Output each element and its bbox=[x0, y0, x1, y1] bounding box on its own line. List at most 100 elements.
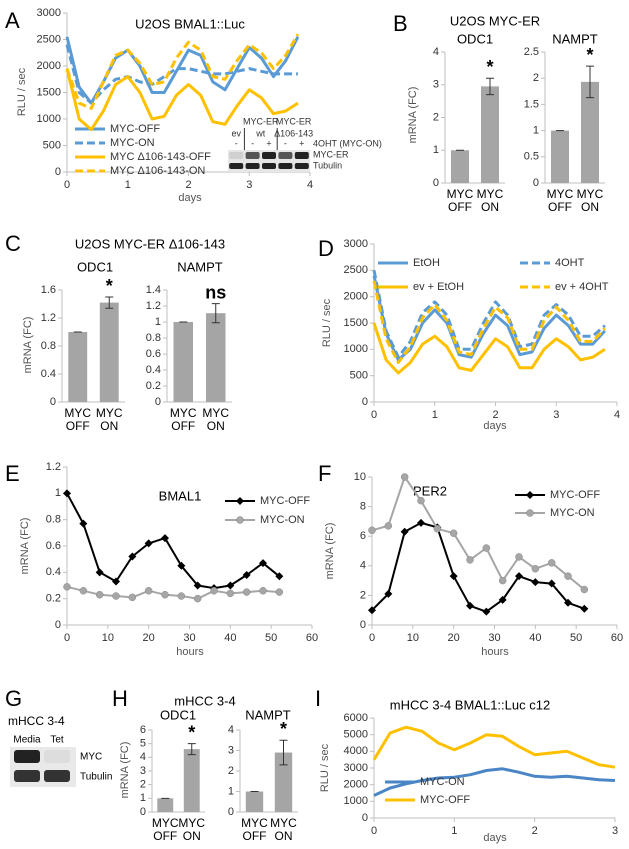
y-axis-label: mRNA (FC) bbox=[19, 518, 31, 575]
y-tick-label: 0.6 bbox=[146, 348, 161, 360]
x-tick-label: 0 bbox=[369, 632, 375, 644]
marker bbox=[547, 579, 556, 588]
significance-label: * bbox=[106, 276, 113, 296]
y-tick-label: 0.4 bbox=[146, 364, 161, 376]
panel-letter: G bbox=[5, 686, 22, 711]
marker bbox=[177, 592, 186, 600]
subplot-title: NAMPT bbox=[177, 259, 223, 274]
y-tick-label: 0 bbox=[55, 166, 61, 178]
x-tick-label: MYC bbox=[96, 406, 123, 420]
y-tick-label: 0 bbox=[50, 396, 56, 408]
treatment-sign: + bbox=[266, 138, 271, 148]
x-tick-label: MYC bbox=[64, 406, 91, 420]
marker bbox=[210, 587, 218, 595]
marker bbox=[63, 583, 71, 591]
x-tick-label: 10 bbox=[102, 632, 114, 644]
y-tick-label: 3000 bbox=[344, 762, 368, 774]
chart-title: U2OS MYC-ER Δ106-143 bbox=[75, 236, 225, 251]
x-axis-label: days bbox=[178, 192, 202, 204]
panel-letter: B bbox=[393, 11, 408, 36]
legend-label: MYC-OFF bbox=[260, 495, 310, 507]
y-tick-label: 4 bbox=[228, 724, 234, 736]
blot-header: ev bbox=[231, 128, 241, 138]
bar bbox=[68, 332, 88, 402]
lane-label: Tet bbox=[50, 735, 64, 746]
y-tick-label: 1000 bbox=[37, 113, 61, 125]
bar bbox=[183, 749, 200, 812]
error-bar bbox=[105, 296, 114, 309]
marker bbox=[466, 601, 474, 610]
bar bbox=[173, 322, 193, 402]
marker bbox=[449, 572, 458, 581]
y-tick-label: 0 bbox=[362, 812, 368, 824]
series-line bbox=[372, 725, 616, 769]
y-tick-label: 0 bbox=[140, 806, 146, 818]
marker bbox=[384, 522, 393, 530]
series-line bbox=[65, 36, 300, 105]
legend-label: MYC-ON bbox=[260, 514, 305, 526]
y-tick-label: 3000 bbox=[344, 238, 368, 250]
x-tick-label: 0 bbox=[64, 632, 70, 644]
legend-label: 4OHT bbox=[555, 257, 585, 269]
x-tick-label: 0 bbox=[64, 179, 70, 191]
y-tick-label: 1 bbox=[155, 316, 161, 328]
treatment-sign: - bbox=[235, 138, 238, 148]
bar bbox=[274, 752, 293, 812]
error-bar bbox=[187, 743, 196, 756]
blot-title: mHCC 3-4 bbox=[8, 714, 65, 728]
y-tick-label: 0.5 bbox=[524, 151, 539, 163]
panel-letter: H bbox=[112, 686, 128, 711]
y-tick-label: 6000 bbox=[344, 712, 368, 724]
x-tick-label: 20 bbox=[448, 632, 460, 644]
marker bbox=[368, 526, 376, 535]
y-tick-label: 1.2 bbox=[41, 312, 56, 324]
marker bbox=[449, 529, 458, 537]
marker bbox=[112, 592, 120, 600]
y-tick-label: 1500 bbox=[37, 86, 61, 98]
treatment-sign: - bbox=[284, 138, 287, 148]
bar bbox=[481, 86, 499, 183]
subplot-title: NAMPT bbox=[245, 707, 291, 722]
y-axis-label: RLU / sec bbox=[319, 743, 331, 792]
blot-band bbox=[262, 163, 276, 169]
y-tick-label: 6 bbox=[140, 724, 146, 736]
marker bbox=[417, 518, 425, 527]
bar bbox=[451, 150, 469, 183]
series-line bbox=[372, 322, 606, 375]
x-tick-label: 4 bbox=[614, 409, 620, 421]
blot-band bbox=[14, 750, 40, 763]
y-tick-label: 2500 bbox=[344, 264, 368, 276]
x-tick-label: 60 bbox=[306, 632, 318, 644]
chart-title: mHCC 3-4 BMAL1::Luc c12 bbox=[390, 697, 550, 712]
y-tick-label: 4 bbox=[360, 560, 366, 572]
bar bbox=[581, 81, 599, 183]
x-tick-label: 2 bbox=[492, 409, 498, 421]
bar bbox=[157, 798, 174, 812]
marker bbox=[482, 544, 491, 552]
marker bbox=[79, 519, 88, 528]
y-tick-label: 3 bbox=[433, 79, 439, 91]
panel-letter: D bbox=[318, 236, 334, 261]
blot-band bbox=[278, 152, 293, 159]
panel-letter: I bbox=[315, 686, 321, 711]
bar bbox=[551, 130, 569, 183]
x-tick-label: MYC bbox=[270, 816, 297, 830]
y-tick-label: 1 bbox=[433, 144, 439, 156]
y-tick-label: 2000 bbox=[344, 291, 368, 303]
x-tick-label: OFF bbox=[243, 829, 267, 843]
significance-label: * bbox=[586, 45, 593, 65]
x-tick-label: 60 bbox=[611, 632, 623, 644]
x-tick-label: ON bbox=[481, 200, 499, 214]
y-tick-label: 2 bbox=[140, 779, 146, 791]
bar bbox=[245, 791, 264, 812]
blot-header: MYC-ER bbox=[276, 116, 312, 126]
y-tick-label: 500 bbox=[350, 370, 368, 382]
x-tick-label: 10 bbox=[407, 632, 419, 644]
y-tick-label: 1 bbox=[228, 785, 234, 797]
y-axis-label: mRNA (FC) bbox=[324, 523, 336, 580]
x-tick-label: 40 bbox=[224, 632, 236, 644]
marker bbox=[226, 581, 235, 590]
blot-band bbox=[14, 770, 40, 782]
blot-row-label: Tubulin bbox=[80, 772, 112, 783]
x-tick-label: 1 bbox=[451, 825, 457, 837]
